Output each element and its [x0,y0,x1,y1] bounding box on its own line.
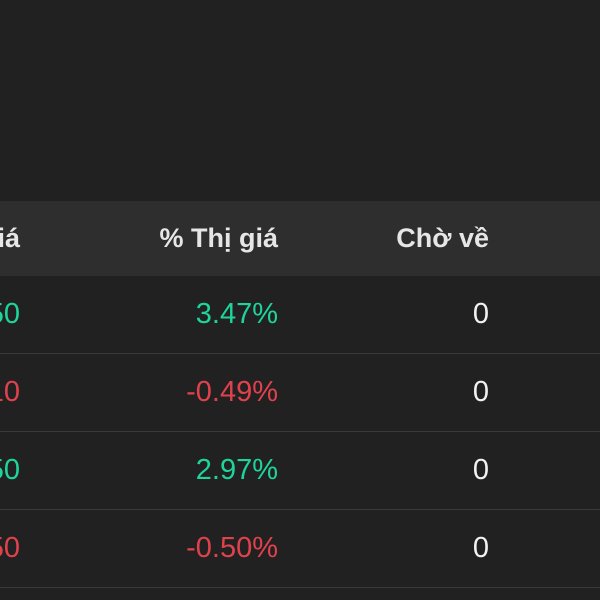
table-header: iá % Thị giá Chờ về [0,201,600,276]
empty-panel-area [0,0,600,201]
header-percent-market-price[interactable]: % Thị giá [159,223,278,253]
row-pending: 0 [472,454,489,486]
header-price-partial[interactable]: iá [0,223,20,253]
table-row[interactable]: 50 3.47% 0 [0,276,600,354]
header-pending[interactable]: Chờ về [396,223,489,253]
row-percent: -0.50% [186,532,278,564]
row-percent: -0.49% [186,376,278,408]
row-percent: 2.97% [195,454,278,486]
row-pending: 0 [472,298,489,330]
row-pending: 0 [472,376,489,408]
row-price-partial: 10 [0,376,20,408]
row-price-partial: 50 [0,532,20,564]
table-row[interactable]: 10 -0.49% 0 [0,354,600,432]
table-row[interactable]: 50 -0.50% 0 [0,510,600,588]
table-row[interactable]: 50 2.97% 0 [0,432,600,510]
row-price-partial: 50 [0,454,20,486]
row-price-partial: 50 [0,298,20,330]
row-percent: 3.47% [195,298,278,330]
row-pending: 0 [472,532,489,564]
